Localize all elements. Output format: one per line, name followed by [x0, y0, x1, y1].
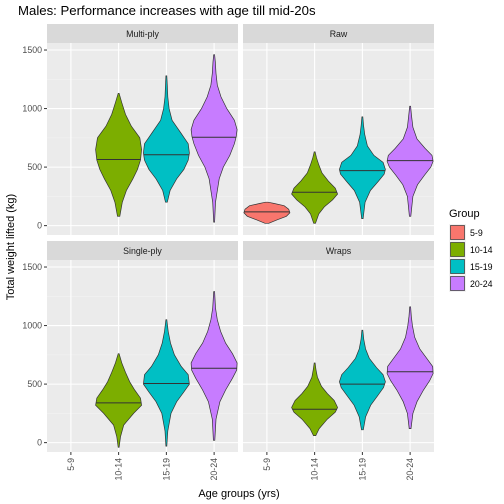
legend-entry-10-14: 10-14: [449, 241, 493, 258]
panel-background: [243, 43, 434, 235]
panel-raw: Raw: [243, 24, 434, 235]
legend-swatch: [450, 225, 465, 240]
legend-label: 10-14: [470, 245, 493, 255]
violin-raw-5-9: [243, 201, 291, 224]
violin-raw-20-24: [386, 105, 434, 217]
legend-label: 15-19: [470, 262, 493, 272]
violin-single-ply-15-19: [143, 319, 190, 447]
violin-wraps-10-14: [291, 362, 338, 436]
y-tick-label: 0: [37, 438, 42, 448]
violin-raw-10-14: [291, 151, 339, 224]
x-tick-label: 15-19: [357, 458, 367, 481]
x-tick-label: 10-14: [310, 458, 320, 481]
violin-multi-ply-10-14: [95, 92, 142, 217]
legend-entry-5-9: 5-9: [449, 224, 483, 241]
panel-wraps: Wraps: [243, 241, 434, 452]
violin-wraps-20-24: [386, 306, 434, 429]
x-tick-label: 5-9: [66, 458, 76, 471]
y-tick-label: 1000: [22, 321, 42, 331]
legend-entry-15-19: 15-19: [449, 258, 493, 275]
legend-title: Group: [449, 208, 480, 220]
facet-strip: [47, 24, 238, 43]
panel-single-ply: Single-ply: [47, 241, 238, 452]
chart-title: Males: Performance increases with age ti…: [18, 3, 316, 18]
violin-single-ply-10-14: [95, 353, 142, 448]
facet-strip: [243, 241, 434, 260]
legend: Group 5-9 10-14 15-19 20-24: [449, 208, 493, 292]
legend-swatch: [450, 276, 465, 291]
violin-multi-ply-20-24: [190, 54, 238, 223]
x-tick-label: 10-14: [114, 458, 124, 481]
x-tick-label: 20-24: [209, 458, 219, 481]
legend-entry-20-24: 20-24: [449, 275, 493, 292]
x-axis-title: Age groups (yrs): [198, 488, 279, 500]
x-tick-label: 5-9: [262, 458, 272, 471]
facet-strip-label: Multi-ply: [126, 29, 159, 39]
violin-raw-15-19: [339, 116, 386, 219]
facet-strip-label: Single-ply: [123, 246, 162, 256]
axes: 0 500 1000 1500 0 500 1000 1500 5-9 10-14 15-19 20-…: [22, 45, 415, 480]
violin-multi-ply-15-19: [143, 75, 190, 203]
x-tick-label: 15-19: [161, 458, 171, 481]
y-tick-label: 1000: [22, 104, 42, 114]
facet-strip-label: Wraps: [326, 246, 352, 256]
y-tick-label: 0: [37, 221, 42, 231]
facet-strip: [47, 241, 238, 260]
violin-wraps-15-19: [339, 329, 386, 431]
x-tick-label: 20-24: [405, 458, 415, 481]
facet-panels: Multi-ply Raw Single-ply Wraps: [47, 24, 434, 452]
legend-label: 5-9: [470, 228, 483, 238]
y-tick-label: 1500: [22, 45, 42, 55]
facet-strip-label: Raw: [330, 29, 348, 39]
legend-swatch: [450, 259, 465, 274]
legend-swatch: [450, 242, 465, 257]
violin-single-ply-20-24: [190, 291, 238, 441]
y-tick-label: 500: [27, 379, 42, 389]
y-tick-label: 500: [27, 162, 42, 172]
y-axis-title: Total weight lifted (kg): [5, 194, 17, 300]
legend-label: 20-24: [470, 279, 493, 289]
y-tick-label: 1500: [22, 262, 42, 272]
facet-strip: [243, 24, 434, 43]
panel-multi-ply: Multi-ply: [47, 24, 238, 235]
